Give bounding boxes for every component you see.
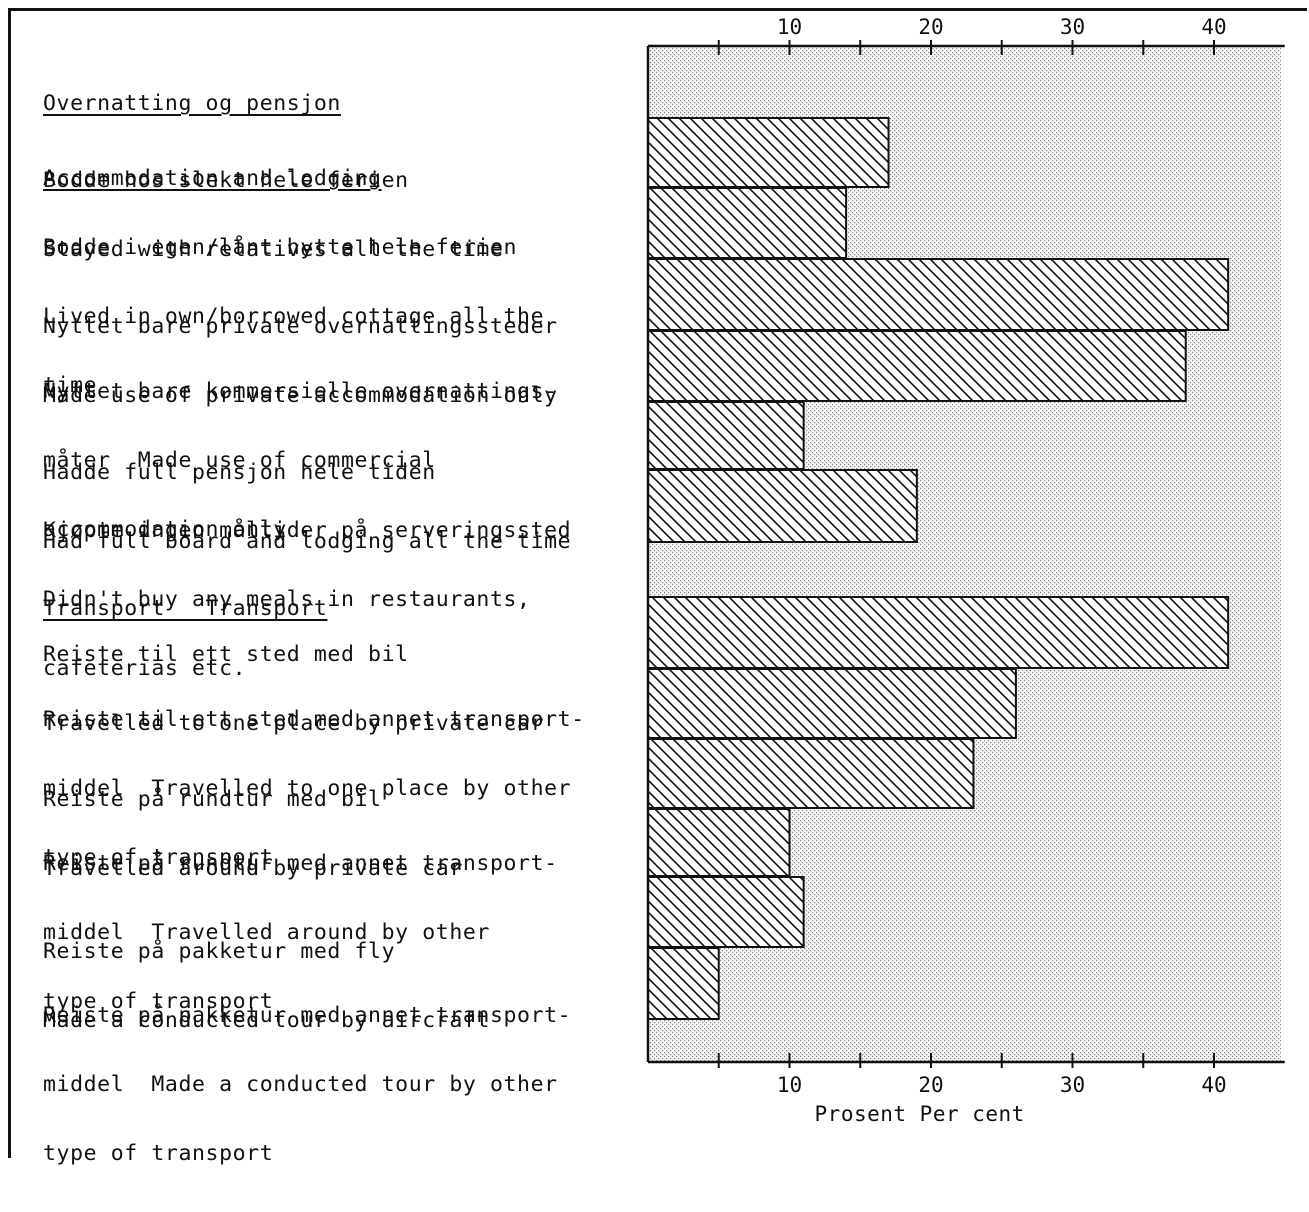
axes-group: 10 10 20 20 30 30 40 40 Prosent Per cent [646,15,1285,1126]
label-line: Nyttet bare kommersielle overnattings- [43,379,558,404]
label-line: middel Travelled to one place by other [43,776,572,801]
tick-label-bottom: 30 [1060,1073,1085,1097]
label-line: Reiste til ett sted med bil [43,642,409,667]
heading-line-no: Overnatting og pensjon [43,91,341,116]
label-line: Made a conducted tour by aircraft [43,1008,490,1033]
bar [647,330,1187,402]
label-line: Kjøpte ingen måltider på serveringssted [43,518,572,543]
label-line: Bodde i egen/lånt hytte hele ferien [43,235,518,260]
figure-frame [8,8,1307,1158]
label-line: type of transport [43,989,274,1014]
bar [647,738,975,809]
label-line: Reiste til ett sted med annet transport- [43,707,585,732]
section-heading-accommodation: Overnatting og pensjon Accommodation and… [43,46,643,236]
heading-line: Transport Transport [43,596,328,621]
label-line: Stayed with relatives all the time [43,237,504,262]
heading-line-en: Accommodation and lodging [43,166,382,191]
category-label: Bodde hos slekt hele ferien Stayed with … [43,123,643,307]
tick-label-top: 10 [777,15,802,39]
tick-label-top: 20 [918,15,943,39]
bar [647,947,720,1020]
label-line: Bodde hos slekt hele ferien [43,168,409,193]
bar [647,117,890,188]
label-line: Reiste på rundtur med bil [43,787,382,812]
category-label: Reiste på rundtur med annet transport- m… [43,806,643,1059]
label-line: Had full board and lodging all the time [43,529,572,554]
category-label: Reiste til ett sted med bil Travelled to… [43,597,643,781]
bar [647,469,918,543]
label-line: Made use of private accommodation only [43,383,558,408]
category-label: Kjøpte ingen måltider på serveringssted … [43,473,643,726]
category-label: Nyttet bare private overnattingssteder M… [43,269,643,453]
category-label: Bodde i egen/lånt hytte hele ferien Live… [43,190,643,443]
label-line: Hadde full pensjon hele tiden [43,460,436,485]
tick-label-bottom: 20 [918,1073,943,1097]
category-label: Reiste på rundtur med bil Travelled arou… [43,742,643,926]
category-label: Reiste på pakketur med fly Made a conduc… [43,894,643,1078]
bars-group [647,117,1230,1020]
category-label: Nyttet bare kommersielle overnattings- m… [43,334,643,587]
label-line: måter Made use of commercial [43,448,436,473]
label-line: Reiste på rundtur med annet transport- [43,851,558,876]
bar [647,876,805,948]
label-line: middel Travelled around by other [43,920,490,945]
label-line: time [43,373,98,398]
tick-label-bottom: 10 [777,1073,802,1097]
label-line: type of transport [43,845,274,870]
bar-chart: 10 10 20 20 30 30 40 40 Prosent Per cent [646,15,1285,1126]
label-line: Reiste på pakketur med annet transport- [43,1003,572,1028]
section-heading-transport: Transport Transport [43,551,643,666]
label-line: middel Made a conducted tour by other [43,1072,558,1097]
label-line: Reiste på pakketur med fly [43,939,396,964]
label-line: accommodation only [43,517,287,542]
label-line: Lived in own/borrowed cottage all the [43,304,545,329]
label-line: Nyttet bare private overnattingssteder [43,314,558,339]
category-label: Hadde full pensjon hele tiden Had full b… [43,415,643,599]
tick-label-top: 30 [1060,15,1085,39]
label-line: Travelled around by private car [43,856,463,881]
tick-label-bottom: 40 [1201,1073,1226,1097]
label-line: Travelled to one place by private car [43,711,545,736]
category-label: Reiste til ett sted med annet transport-… [43,662,643,915]
bar [647,668,1017,739]
tick-label-top: 40 [1201,15,1226,39]
label-line: Didn't buy any meals in restaurants, [43,587,531,612]
bar [647,187,848,259]
category-labels: Overnatting og pensjon Accommodation and… [0,0,643,1165]
bar [647,808,791,877]
bar [647,258,1230,331]
x-axis-title: Prosent Per cent [815,1102,1025,1126]
label-line: cafeterias etc. [43,656,247,681]
bar [647,401,805,470]
bar [647,596,1230,669]
